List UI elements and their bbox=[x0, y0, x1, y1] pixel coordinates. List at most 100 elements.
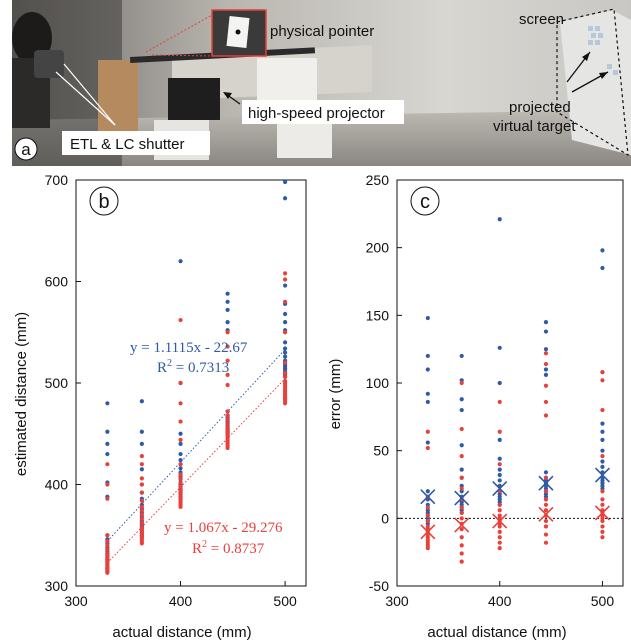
chart-c-point-red-21 bbox=[459, 505, 464, 510]
chart-b-point-blue-81 bbox=[282, 196, 288, 201]
chart-c-point-red-48 bbox=[543, 399, 549, 405]
chart-b-point-red-68 bbox=[225, 421, 230, 426]
chart-c-point-red-40 bbox=[497, 524, 502, 529]
chart-b-point-red-61 bbox=[225, 344, 230, 349]
chart-b-point-red-24 bbox=[139, 490, 144, 495]
chart-c-mean-red-4 bbox=[594, 505, 611, 521]
chart-b-point-red-39 bbox=[139, 541, 144, 546]
chart-c-point-blue-32 bbox=[497, 380, 502, 386]
chart-b-point-blue-87 bbox=[282, 340, 288, 345]
chart-c-point-red-32 bbox=[497, 462, 502, 467]
chart-c-point-blue-33 bbox=[497, 437, 502, 442]
chart-c-point-red-27 bbox=[459, 543, 464, 548]
chart-c-point-blue-64 bbox=[600, 429, 605, 434]
chart-b-point-blue-62 bbox=[225, 307, 230, 313]
chart-b-ytick-label-0: 300 bbox=[45, 578, 69, 594]
chart-b-panel-label: b bbox=[98, 191, 109, 213]
chart-b-point-blue-2 bbox=[105, 441, 110, 446]
chart-c-point-red-61 bbox=[600, 378, 605, 383]
chart-c-mean-markers bbox=[420, 467, 611, 540]
chart-b-ytick-label-1: 400 bbox=[45, 477, 69, 493]
chart-c-point-red-19 bbox=[459, 486, 464, 491]
chart-c-xlabel: actual distance (mm) bbox=[427, 624, 566, 641]
chart-c-point-red-44 bbox=[497, 546, 502, 551]
chart-b-point-red-25 bbox=[139, 498, 144, 503]
chart-b-ytick-label-2: 500 bbox=[45, 375, 69, 391]
chart-c-point-red-43 bbox=[497, 540, 502, 545]
chart-c-point-blue-63 bbox=[600, 421, 605, 426]
chart-b-point-red-22 bbox=[139, 476, 144, 481]
chart-b-fit-lines bbox=[106, 349, 286, 564]
chart-c-point-blue-49 bbox=[543, 372, 549, 377]
chart-b-fit-blue-r2-sup: 2 bbox=[167, 358, 172, 369]
chart-b-points bbox=[105, 179, 288, 575]
chart-c-point-red-31 bbox=[497, 429, 502, 434]
chart-b-point-red-65 bbox=[225, 409, 230, 414]
chart-b-point-red-83 bbox=[282, 330, 288, 335]
chart-b-point-red-43 bbox=[178, 419, 183, 424]
chart-c-frame bbox=[396, 179, 624, 587]
chart-c-point-blue-5 bbox=[425, 440, 430, 445]
chart-b: estimated distance (mm) actual distance … bbox=[13, 172, 307, 641]
chart-b-point-red-20 bbox=[139, 453, 144, 459]
label-projector-box bbox=[242, 100, 404, 124]
virtual-target-pattern bbox=[588, 26, 618, 75]
chart-b-point-blue-44 bbox=[178, 451, 183, 457]
chart-b-point-blue-89 bbox=[282, 350, 288, 355]
chart-c-point-blue-60 bbox=[600, 248, 605, 253]
chart-c-point-blue-66 bbox=[600, 448, 605, 453]
chart-c-point-blue-20 bbox=[459, 467, 464, 472]
chart-c-point-red-18 bbox=[459, 475, 464, 480]
chart-b-fit-red-equation: y = 1.067x - 29.276 bbox=[164, 520, 283, 536]
chart-b-point-blue-80 bbox=[282, 179, 288, 185]
chart-b-point-red-62 bbox=[225, 358, 230, 363]
chart-b-point-red-27 bbox=[139, 508, 144, 513]
chart-b-point-red-1 bbox=[105, 482, 110, 487]
chart-c-point-red-71 bbox=[600, 518, 605, 524]
chart-b-point-red-6 bbox=[105, 547, 110, 552]
chart-c-point-blue-3 bbox=[425, 391, 430, 396]
panel-label-a-circle bbox=[14, 137, 38, 161]
chart-b-point-red-21 bbox=[139, 462, 144, 467]
chart-b-point-blue-47 bbox=[178, 466, 183, 471]
chart-c-point-red-0 bbox=[425, 429, 430, 434]
chart-c-point-red-49 bbox=[543, 413, 549, 418]
chart-b-point-red-64 bbox=[225, 382, 230, 388]
chart-c-point-red-4 bbox=[425, 513, 430, 518]
chart-c-point-blue-1 bbox=[425, 353, 430, 359]
chart-c-ytick-label-3: 100 bbox=[366, 375, 390, 391]
chart-c-mean-red-0 bbox=[420, 524, 436, 540]
projector-arrowhead bbox=[223, 92, 232, 99]
photo-box-3 bbox=[277, 118, 332, 158]
etl-leader-2 bbox=[63, 63, 116, 126]
chart-b-point-red-40 bbox=[178, 317, 183, 323]
chart-b-point-blue-63 bbox=[225, 320, 230, 325]
chart-b-point-blue-1 bbox=[105, 429, 110, 434]
chart-c-ytick-label-5: 200 bbox=[366, 240, 390, 256]
chart-c-point-blue-67 bbox=[600, 459, 605, 464]
chart-c-point-red-64 bbox=[600, 489, 605, 494]
chart-b-point-red-85 bbox=[282, 370, 288, 375]
chart-c-ytick-label-4: 150 bbox=[366, 307, 390, 323]
chart-b-point-red-47 bbox=[178, 476, 183, 481]
chart-b-point-blue-3 bbox=[105, 451, 110, 457]
chart-c-point-red-16 bbox=[459, 426, 464, 432]
chart-b-fit-red-r2-sup: 2 bbox=[202, 539, 207, 550]
chart-b-point-blue-43 bbox=[178, 441, 183, 446]
chart-c-point-blue-30 bbox=[497, 217, 502, 222]
chart-c-point-red-54 bbox=[543, 508, 549, 513]
chart-c-point-blue-15 bbox=[459, 353, 464, 359]
chart-c-point-red-66 bbox=[600, 502, 605, 507]
chart-b-point-blue-42 bbox=[178, 431, 183, 436]
chart-b-point-blue-61 bbox=[225, 299, 230, 304]
chart-c-ytick-label-2: 50 bbox=[373, 443, 389, 459]
chart-c-point-red-58 bbox=[543, 532, 549, 537]
chart-b-fit-blue-equation: y = 1.1115x - 22.67 bbox=[130, 340, 248, 356]
screen-arrowhead-1 bbox=[582, 52, 590, 61]
chart-c-point-blue-45 bbox=[543, 320, 549, 325]
label-etl-lc-shutter: ETL & LC shutter bbox=[70, 136, 185, 153]
label-etl-box bbox=[62, 131, 210, 155]
chart-c-mean-red-2 bbox=[492, 513, 508, 529]
chart-b-point-blue-45 bbox=[178, 458, 183, 463]
chart-b-point-red-84 bbox=[282, 360, 288, 365]
